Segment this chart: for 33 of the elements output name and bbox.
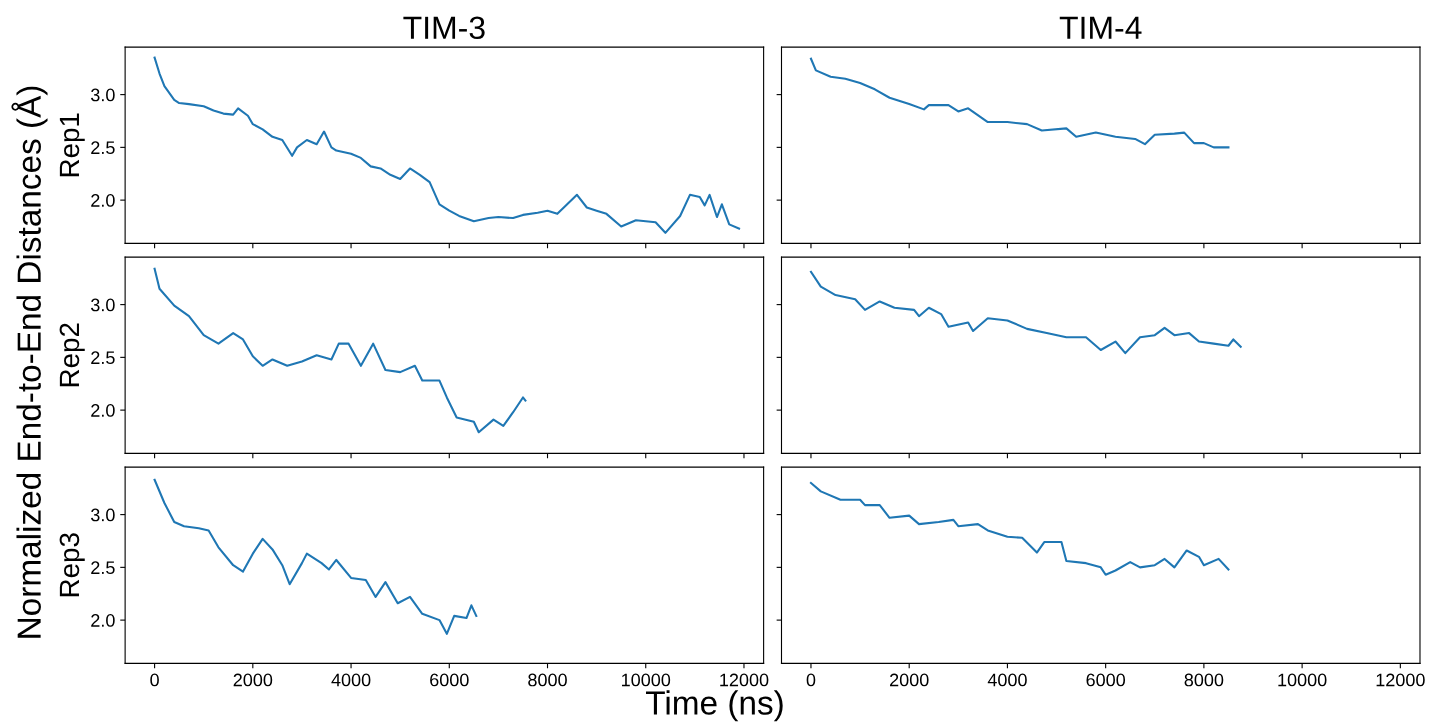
x-tick-label: 2000 [233,673,273,687]
line-series [153,478,478,635]
x-tick-label: 2000 [890,673,929,687]
y-tick-label: 3.0 [90,88,115,102]
y-axis-title: Rep3 [59,533,85,597]
y-tick-label: 3.0 [90,298,115,312]
x-tick-label: 4000 [987,673,1027,687]
y-tick-label: 2.5 [91,141,115,155]
y-tick-label: 3.0 [90,508,115,522]
x-tick-label: 12000 [720,673,769,687]
y-axis-title: Rep1 [59,113,85,177]
chart-title: TIM-3 [403,16,485,40]
x-tick-label: 8000 [1184,673,1224,687]
x-tick-label: 12000 [1376,673,1425,687]
x-tick-label: 0 [806,673,816,687]
y-tick-label: 2.5 [91,351,115,365]
chart-title: TIM-4 [1059,16,1142,39]
x-tick-label: 6000 [430,673,469,687]
x-tick-label: 6000 [1086,673,1126,687]
x-tick-label: 4000 [331,673,371,687]
y-tick-label: 2.5 [91,561,115,575]
x-tick-label: 10000 [1278,673,1327,687]
x-tick-label: 10000 [622,673,671,687]
x-tick-label: 8000 [528,673,567,687]
line-series [153,56,741,234]
text: Time (ns) [646,690,783,722]
x-tick-label: 0 [150,673,159,687]
y-tick-label: 2.0 [91,194,115,207]
y-axis-title: Rep2 [59,323,85,387]
line-series [153,267,527,434]
y-tick-label: 2.0 [91,404,115,417]
text: Normalized End-to-End Distances (Å) [11,86,48,638]
y-tick-label: 2.0 [91,614,115,627]
